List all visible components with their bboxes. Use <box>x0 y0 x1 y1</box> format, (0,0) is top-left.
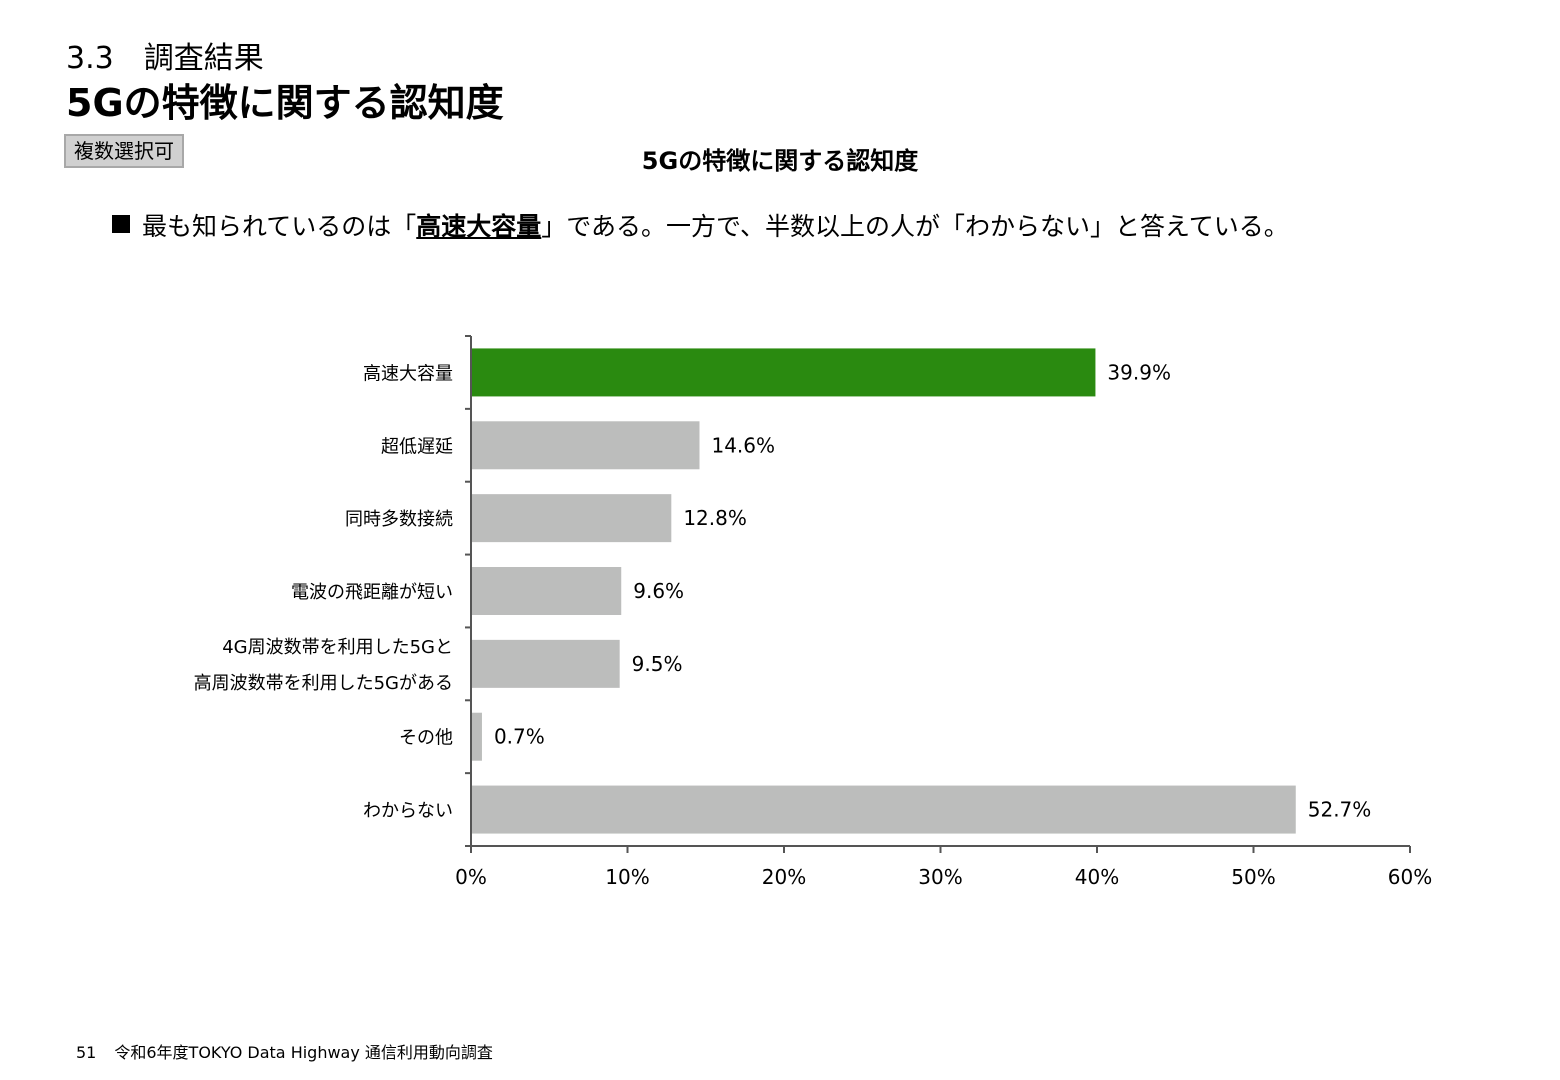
category-label-4-1: 高周波数帯を利用した5Gがある <box>194 673 453 694</box>
summary-after: 」である。一方で、半数以上の人が「わからない」と答えている。 <box>541 212 1289 241</box>
value-label-4: 9.5% <box>632 652 683 676</box>
footer: 51 令和6年度TOKYO Data Highway 通信利用動向調査 <box>76 1042 493 1064</box>
bar-3 <box>472 567 622 615</box>
footer-text: 令和6年度TOKYO Data Highway 通信利用動向調査 <box>114 1043 493 1062</box>
bar-0 <box>472 348 1096 397</box>
category-label-3-0: 電波の飛距離が短い <box>291 582 453 603</box>
value-label-5: 0.7% <box>494 725 545 749</box>
page-number: 51 <box>76 1043 97 1062</box>
value-label-3: 9.6% <box>633 579 684 603</box>
category-label-1-0: 超低遅延 <box>381 436 453 457</box>
category-label-4-0: 4G周波数帯を利用した5Gと <box>222 637 453 658</box>
chart-title: 5Gの特徴に関する認知度 <box>641 147 919 175</box>
x-tick-label-3: 30% <box>918 865 962 889</box>
square-bullet-icon <box>112 215 130 233</box>
bar-1 <box>472 421 700 470</box>
value-label-0: 39.9% <box>1107 360 1171 384</box>
page-title: 5Gの特徴に関する認知度 <box>66 81 504 125</box>
x-tick-label-6: 60% <box>1388 865 1432 889</box>
x-tick-label-2: 20% <box>762 865 806 889</box>
x-tick-label-5: 50% <box>1231 865 1275 889</box>
x-tick-label-0: 0% <box>455 865 487 889</box>
multi-select-badge: 複数選択可 <box>64 134 184 168</box>
bar-6 <box>472 785 1296 834</box>
x-tick-label-4: 40% <box>1075 865 1119 889</box>
summary-text: 最も知られているのは「高速大容量」である。一方で、半数以上の人が「わからない」と… <box>112 210 1289 244</box>
bar-4 <box>472 639 620 688</box>
value-label-6: 52.7% <box>1308 798 1372 822</box>
category-label-6-0: わからない <box>363 801 453 822</box>
bar-2 <box>472 494 672 543</box>
x-tick-label-1: 10% <box>605 865 649 889</box>
section-title: 3.3 調査結果 <box>66 41 264 76</box>
category-label-0-0: 高速大容量 <box>363 363 453 384</box>
value-label-2: 12.8% <box>683 506 747 530</box>
category-label-2-0: 同時多数接続 <box>345 509 453 530</box>
summary-highlight: 高速大容量 <box>416 212 542 241</box>
value-label-1: 14.6% <box>711 433 775 457</box>
bar-5 <box>472 712 482 761</box>
category-label-5-0: その他 <box>399 728 453 749</box>
summary-before: 最も知られているのは「 <box>142 212 417 241</box>
